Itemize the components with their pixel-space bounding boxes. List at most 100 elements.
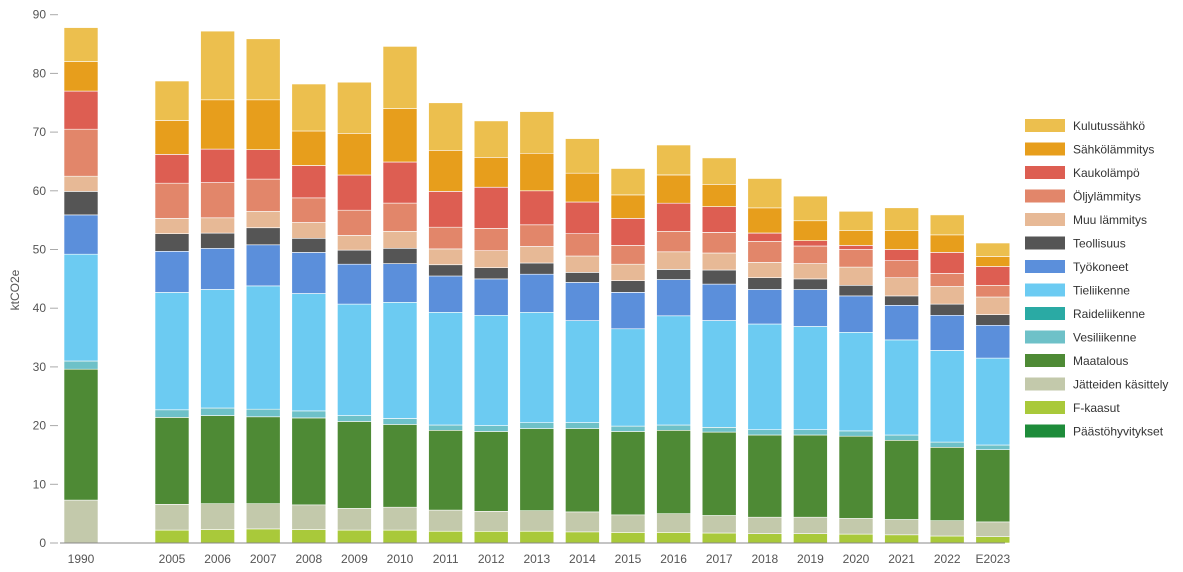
bar-segment-2013-8[interactable] [520, 263, 554, 274]
bar-segment-2021-1[interactable] [885, 535, 919, 543]
bar-segment-2020-7[interactable] [839, 296, 873, 332]
bar-segment-2020-10[interactable] [839, 250, 873, 268]
bar-segment-2018-1[interactable] [748, 534, 782, 543]
bar-segment-2010-13[interactable] [383, 46, 417, 108]
bar-segment-1990-7[interactable] [64, 215, 98, 254]
bar-segment-2008-9[interactable] [292, 223, 326, 239]
bar-segment-2020-3[interactable] [839, 436, 873, 518]
bar-segment-2022-1[interactable] [930, 536, 964, 543]
bar-segment-2019-10[interactable] [793, 246, 827, 264]
bar-segment-2016-10[interactable] [657, 231, 691, 252]
bar-segment-2020-13[interactable] [839, 211, 873, 230]
bar-segment-2007-3[interactable] [246, 417, 280, 504]
bar-segment-2019-12[interactable] [793, 221, 827, 241]
bar-segment-2019-13[interactable] [793, 196, 827, 221]
bar-segment-2015-3[interactable] [611, 432, 645, 515]
bar-segment-2022-8[interactable] [930, 304, 964, 315]
bar-segment-1990-4[interactable] [64, 361, 98, 369]
bar-segment-2007-11[interactable] [246, 150, 280, 179]
bar-segment-2005-4[interactable] [155, 410, 189, 418]
bar-segment-2007-4[interactable] [246, 409, 280, 417]
bar-segment-2018-9[interactable] [748, 262, 782, 277]
bar-segment-2006-4[interactable] [201, 408, 235, 416]
bar-segment-E2023-8[interactable] [976, 315, 1010, 326]
bar-segment-2009-8[interactable] [337, 250, 371, 264]
bar-segment-2014-3[interactable] [565, 429, 599, 512]
bar-segment-2021-4[interactable] [885, 435, 919, 440]
bar-segment-2013-3[interactable] [520, 429, 554, 511]
bar-segment-E2023-2[interactable] [976, 522, 1010, 537]
bar-segment-2010-4[interactable] [383, 419, 417, 425]
bar-segment-2016-6[interactable] [657, 316, 691, 425]
bar-segment-2017-6[interactable] [702, 321, 736, 428]
bar-segment-2018-3[interactable] [748, 435, 782, 517]
bar-segment-2016-3[interactable] [657, 430, 691, 513]
bar-segment-1990-3[interactable] [64, 369, 98, 500]
legend-item[interactable]: Maatalous [1025, 354, 1128, 368]
bar-segment-2015-11[interactable] [611, 218, 645, 245]
bar-segment-2020-11[interactable] [839, 245, 873, 249]
legend-item[interactable]: Muu lämmitys [1025, 213, 1147, 227]
bar-segment-2008-4[interactable] [292, 411, 326, 418]
bar-segment-E2023-6[interactable] [976, 358, 1010, 445]
bar-segment-2011-4[interactable] [429, 425, 463, 430]
bar-segment-2005-9[interactable] [155, 218, 189, 233]
bar-segment-2007-7[interactable] [246, 245, 280, 286]
bar-segment-2021-2[interactable] [885, 520, 919, 535]
bar-segment-2005-3[interactable] [155, 417, 189, 504]
bar-segment-2014-11[interactable] [565, 202, 599, 234]
bar-segment-2018-8[interactable] [748, 278, 782, 290]
bar-segment-2022-13[interactable] [930, 215, 964, 235]
bar-segment-2017-7[interactable] [702, 284, 736, 320]
bar-segment-2009-13[interactable] [337, 82, 371, 133]
bar-segment-2005-8[interactable] [155, 234, 189, 252]
bar-segment-2020-1[interactable] [839, 534, 873, 543]
bar-segment-E2023-13[interactable] [976, 243, 1010, 257]
bar-segment-2013-12[interactable] [520, 153, 554, 191]
bar-segment-2006-7[interactable] [201, 248, 235, 289]
bar-segment-2012-9[interactable] [474, 251, 508, 268]
bar-segment-2015-6[interactable] [611, 329, 645, 426]
bar-segment-2013-10[interactable] [520, 225, 554, 247]
bar-segment-2012-2[interactable] [474, 511, 508, 531]
bar-segment-2016-8[interactable] [657, 270, 691, 280]
bar-segment-2012-1[interactable] [474, 531, 508, 543]
bar-segment-2009-6[interactable] [337, 304, 371, 416]
bar-segment-2014-13[interactable] [565, 139, 599, 174]
bar-segment-2014-9[interactable] [565, 256, 599, 272]
bar-segment-2021-9[interactable] [885, 278, 919, 296]
bar-segment-2008-11[interactable] [292, 166, 326, 198]
bar-segment-2020-8[interactable] [839, 285, 873, 296]
bar-segment-2009-12[interactable] [337, 133, 371, 175]
bar-segment-E2023-4[interactable] [976, 445, 1010, 450]
bar-segment-2005-7[interactable] [155, 251, 189, 292]
bar-segment-2013-6[interactable] [520, 312, 554, 422]
bar-segment-2012-11[interactable] [474, 187, 508, 228]
bar-segment-2016-11[interactable] [657, 203, 691, 231]
bar-segment-2006-6[interactable] [201, 289, 235, 408]
bar-segment-2011-10[interactable] [429, 227, 463, 249]
legend-item[interactable]: Työkoneet [1025, 260, 1129, 274]
bar-segment-2017-4[interactable] [702, 427, 736, 432]
bar-segment-2010-9[interactable] [383, 231, 417, 248]
bar-segment-1990-11[interactable] [64, 91, 98, 129]
bar-segment-2022-6[interactable] [930, 351, 964, 443]
bar-segment-2018-10[interactable] [748, 241, 782, 262]
bar-segment-2016-1[interactable] [657, 532, 691, 543]
bar-segment-2014-4[interactable] [565, 423, 599, 429]
bar-segment-2022-7[interactable] [930, 315, 964, 350]
bar-segment-2008-7[interactable] [292, 252, 326, 293]
bar-segment-2021-8[interactable] [885, 296, 919, 305]
bar-segment-2020-12[interactable] [839, 231, 873, 246]
bar-segment-2014-8[interactable] [565, 272, 599, 282]
bar-segment-2018-7[interactable] [748, 289, 782, 324]
bar-segment-E2023-11[interactable] [976, 267, 1010, 286]
bar-segment-2015-10[interactable] [611, 245, 645, 264]
bar-segment-2017-13[interactable] [702, 158, 736, 184]
bar-segment-2015-12[interactable] [611, 195, 645, 219]
bar-segment-1990-2[interactable] [64, 500, 98, 543]
bar-segment-2022-11[interactable] [930, 252, 964, 273]
bar-segment-2009-9[interactable] [337, 235, 371, 250]
bar-segment-2007-2[interactable] [246, 504, 280, 529]
bar-segment-2014-7[interactable] [565, 282, 599, 320]
